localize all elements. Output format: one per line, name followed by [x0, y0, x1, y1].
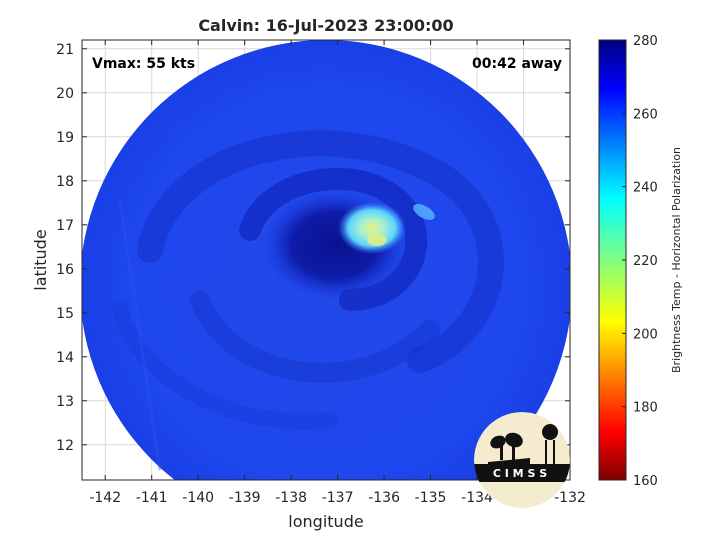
colorbar-tick-label: 280: [633, 34, 658, 49]
convection-core: [367, 234, 387, 246]
y-tick-label: 13: [56, 394, 74, 410]
x-tick-label: -132: [554, 490, 586, 506]
y-axis: 12 13 14 15 16 17 18 19 20 21: [56, 42, 570, 454]
y-tick-label: 18: [56, 174, 74, 190]
y-tick-label: 17: [56, 218, 74, 234]
rain-band-outer: [137, 130, 504, 373]
x-tick-label: -139: [229, 490, 261, 506]
colorbar-tick-label: 180: [633, 401, 658, 416]
y-tick-label: 15: [56, 306, 74, 322]
colorbar-ticks: 160 180 200 220 240 260 280: [622, 34, 658, 489]
vmax-annotation: Vmax: 55 kts: [92, 56, 195, 72]
y-tick-label: 16: [56, 262, 74, 278]
colorbar-label: Brightness Temp - Horizontal Polarizatio…: [670, 147, 683, 373]
x-axis-label: longitude: [288, 512, 363, 531]
y-axis-label: latitude: [31, 229, 50, 290]
rain-band-west: [112, 302, 338, 430]
colorbar-tick-label: 260: [633, 107, 658, 122]
colorbar-tick-label: 200: [633, 327, 658, 342]
x-tick-label: -140: [182, 490, 214, 506]
colorbar-tick-label: 220: [633, 254, 658, 269]
y-tick-label: 14: [56, 350, 74, 366]
colorbar-tick-label: 240: [633, 181, 658, 196]
colorbar-tick-label: 160: [633, 474, 658, 489]
y-tick-label: 12: [56, 438, 74, 454]
x-tick-label: -142: [89, 490, 121, 506]
swath-image: [82, 40, 570, 480]
chart-title: Calvin: 16-Jul-2023 23:00:00: [198, 16, 453, 35]
x-tick-label: -141: [136, 490, 168, 506]
time-away-annotation: 00:42 away: [472, 56, 562, 72]
x-tick-label: -136: [368, 490, 400, 506]
convection-hotspot: [338, 202, 406, 254]
colorbar: [598, 39, 627, 481]
x-tick-label: -137: [322, 490, 354, 506]
swath-seam: [118, 199, 162, 471]
y-tick-label: 20: [56, 86, 74, 102]
axes-frame: [81, 39, 571, 481]
y-tick-label: 19: [56, 130, 74, 146]
x-tick-label: -134: [461, 490, 493, 506]
cimss-logo: C I M S S: [474, 412, 570, 508]
y-tick-label: 21: [56, 42, 74, 58]
x-tick-label: -138: [275, 490, 307, 506]
convection-streak: [413, 204, 435, 220]
logo-text: C I M S S: [493, 467, 547, 480]
rain-band-south: [190, 290, 440, 383]
x-tick-label: -135: [415, 490, 447, 506]
rain-band-inner: [239, 167, 428, 311]
